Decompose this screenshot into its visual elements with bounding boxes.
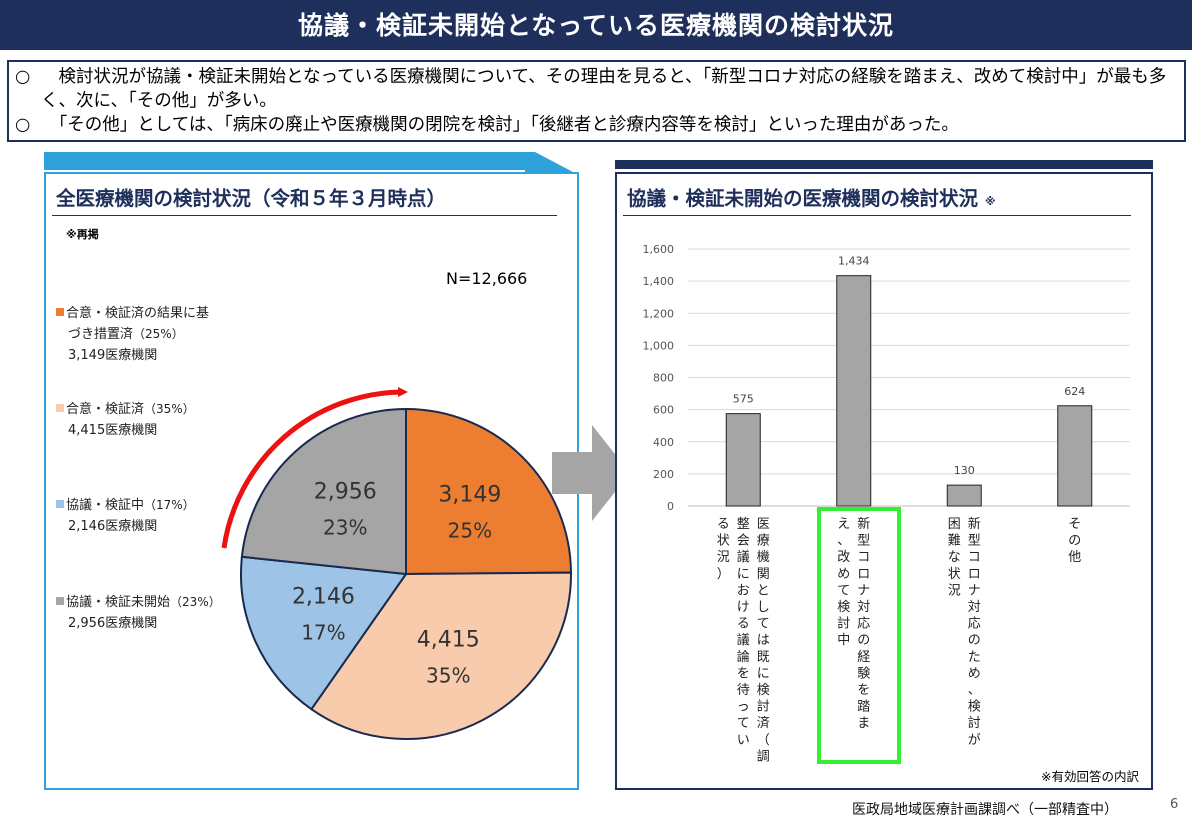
- legend-label: 協議・検証中: [66, 498, 145, 513]
- left-panel-rule: [52, 215, 557, 216]
- right-panel-banner: [615, 160, 1153, 169]
- legend-percent: （25%）: [133, 327, 184, 341]
- title-note-mark: ※: [984, 195, 996, 208]
- right-panel-rule: [623, 215, 1131, 216]
- left-panel-banner: [44, 152, 534, 170]
- legend-count: 3,149医療機関: [68, 348, 158, 363]
- legend-item: 協議・検証未開始（23%） 2,956医療機関: [56, 592, 221, 634]
- bullet-circle: ○: [15, 115, 31, 135]
- summary-box: ○ 検討状況が協議・検証未開始となっている医療機関について、その理由を見ると、「…: [7, 60, 1186, 142]
- legend-item: 合意・検証済の結果に基 づき措置済（25%） 3,149医療機関: [56, 303, 209, 366]
- page-title: 協議・検証未開始となっている医療機関の検討状況: [297, 11, 894, 40]
- bullet-circle: ○: [15, 67, 31, 87]
- summary-text: 「その他」としては、「病床の廃止や医療機関の閉院を検討」「後継者と診療内容等を検…: [41, 115, 959, 135]
- reprint-note: ※再掲: [66, 228, 99, 241]
- left-panel: 全医療機関の検討状況（令和５年３月時点） ※再掲 N=12,666 合意・検証済…: [44, 172, 579, 790]
- title-bar: 協議・検証未開始となっている医療機関の検討状況: [0, 0, 1192, 50]
- summary-line: ○ 検討状況が協議・検証未開始となっている医療機関について、その理由を見ると、「…: [15, 65, 1178, 113]
- legend-swatch: [56, 308, 64, 316]
- legend-swatch: [56, 404, 64, 412]
- legend-swatch: [56, 597, 64, 605]
- n-label: N=12,666: [446, 269, 528, 288]
- page-number: 6: [1170, 797, 1179, 812]
- legend-percent: （35%）: [144, 402, 195, 416]
- flow-arrow-icon: [552, 425, 630, 521]
- summary-line: ○ 「その他」としては、「病床の廃止や医療機関の閉院を検討」「後継者と診療内容等…: [15, 113, 1178, 137]
- legend-swatch: [56, 500, 64, 508]
- legend-percent: （17%）: [144, 498, 195, 512]
- legend-label: 合意・検証済: [66, 402, 145, 417]
- right-panel-title-text: 協議・検証未開始の医療機関の検討状況: [627, 187, 979, 210]
- legend-label: 協議・検証未開始: [66, 595, 171, 610]
- summary-text: 検討状況が協議・検証未開始となっている医療機関について、その理由を見ると、「新型…: [41, 67, 1167, 111]
- source-note: 医政局地域医療計画課調べ（一部精査中）: [852, 802, 1118, 818]
- right-panel: 協議・検証未開始の医療機関の検討状況 ※ ※有効回答の内訳: [615, 172, 1153, 790]
- legend-count: 2,956医療機関: [68, 616, 158, 631]
- footnote: ※有効回答の内訳: [1041, 769, 1139, 784]
- left-banner-arrowhead: [525, 152, 573, 172]
- right-panel-title: 協議・検証未開始の医療機関の検討状況 ※: [627, 182, 996, 211]
- legend-item: 合意・検証済（35%） 4,415医療機関: [56, 399, 195, 441]
- left-panel-title: 全医療機関の検討状況（令和５年３月時点）: [56, 187, 447, 210]
- legend-percent: （23%）: [170, 595, 221, 609]
- legend-label: 合意・検証済の結果に基: [66, 306, 210, 321]
- legend-label-cont: づき措置済: [68, 327, 134, 342]
- legend-count: 4,415医療機関: [68, 423, 158, 438]
- legend-count: 2,146医療機関: [68, 519, 158, 534]
- legend-item: 協議・検証中（17%） 2,146医療機関: [56, 495, 195, 537]
